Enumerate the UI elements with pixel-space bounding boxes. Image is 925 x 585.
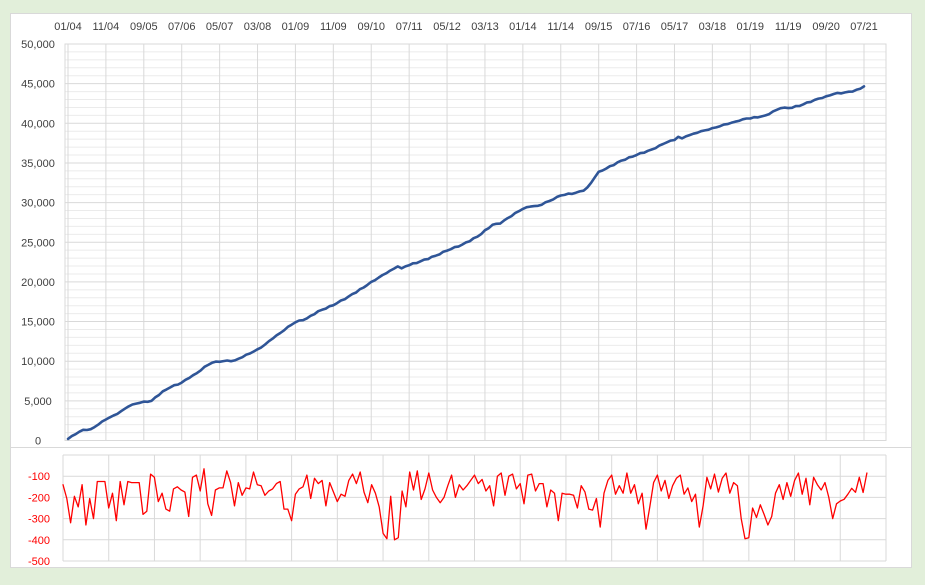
x-axis-label: 05/17 bbox=[661, 21, 689, 33]
monthly-chart: -100 -200 -300 -400 -500 bbox=[10, 448, 912, 568]
y-axis-label: 50,000 bbox=[21, 39, 55, 51]
y-axis-label: 15,000 bbox=[21, 317, 55, 329]
x-axis-label: 05/07 bbox=[206, 21, 234, 33]
x-axis-label: 11/14 bbox=[547, 21, 574, 33]
x-axis-label: 07/16 bbox=[623, 21, 651, 33]
x-axis-label: 03/08 bbox=[244, 21, 272, 33]
x-axis-label: 03/13 bbox=[471, 21, 499, 33]
x-axis-label: 05/12 bbox=[433, 21, 461, 33]
y-axis-label: 35,000 bbox=[21, 158, 55, 170]
cumulative-chart: 01/04 11/04 09/05 07/06 05/07 03/08 01/09 11/09… bbox=[10, 13, 912, 448]
plot-border bbox=[64, 43, 887, 441]
x-axis-label: 09/15 bbox=[585, 21, 613, 33]
y-axis-label: 5,000 bbox=[24, 396, 52, 408]
cumulative-series-line bbox=[66, 85, 866, 441]
x-axis-label: 11/19 bbox=[775, 21, 802, 33]
x-axis-label: 11/09 bbox=[320, 21, 347, 33]
x-axis-label: 09/05 bbox=[130, 21, 158, 33]
x-axis-label: 07/11 bbox=[396, 21, 423, 33]
x-axis-label: 01/04 bbox=[54, 21, 82, 33]
x-axis-label: 01/14 bbox=[509, 21, 537, 33]
y-axis-label: 30,000 bbox=[21, 198, 55, 210]
x-axis-label: 01/09 bbox=[282, 21, 310, 33]
y-axis-label: -100 bbox=[28, 471, 50, 483]
cumulative-chart-plot: 01/04 11/04 09/05 07/06 05/07 03/08 01/09 11/09… bbox=[21, 21, 887, 448]
y-axis-label: 20,000 bbox=[21, 277, 55, 289]
y-axis-label: 40,000 bbox=[21, 118, 55, 130]
y-axis-label: -400 bbox=[28, 535, 50, 547]
monthly-chart-plot: -100 -200 -300 -400 -500 bbox=[28, 454, 887, 566]
x-axis-label: 09/10 bbox=[357, 21, 385, 33]
x-axis-label: 09/20 bbox=[812, 21, 840, 33]
x-axis-label: 11/04 bbox=[93, 21, 120, 33]
y-axis-label: 0 bbox=[35, 436, 41, 448]
y-axis-label: -200 bbox=[28, 492, 50, 504]
x-axis-label: 03/18 bbox=[699, 21, 727, 33]
y-axis-label: -500 bbox=[28, 556, 50, 566]
x-axis-label: 07/21 bbox=[850, 21, 878, 33]
y-axis-label: 45,000 bbox=[21, 79, 55, 91]
monthly-series-line bbox=[62, 468, 868, 541]
y-axis-label: 25,000 bbox=[21, 237, 55, 249]
y-axis-label: -300 bbox=[28, 514, 50, 526]
x-axis-label: 07/06 bbox=[168, 21, 196, 33]
x-axis-label: 01/19 bbox=[737, 21, 765, 33]
y-axis-label: 10,000 bbox=[21, 356, 55, 368]
